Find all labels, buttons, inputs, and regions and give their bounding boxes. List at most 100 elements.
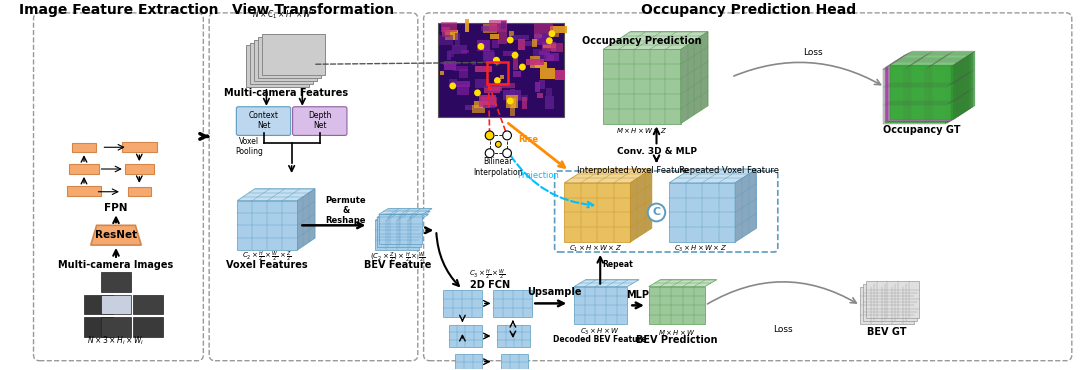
Text: Occupancy Prediction Head: Occupancy Prediction Head <box>642 3 856 17</box>
Polygon shape <box>889 53 973 66</box>
Polygon shape <box>649 280 717 287</box>
Bar <box>537 93 543 98</box>
Bar <box>545 96 554 109</box>
Text: Repeat: Repeat <box>603 260 633 269</box>
Bar <box>454 65 469 71</box>
Bar <box>534 34 542 38</box>
Bar <box>483 105 495 108</box>
Polygon shape <box>375 215 429 221</box>
Circle shape <box>485 149 494 158</box>
Text: $M\times H\times W$: $M\times H\times W$ <box>658 327 696 337</box>
Bar <box>446 51 450 60</box>
Polygon shape <box>379 209 432 215</box>
Circle shape <box>507 37 514 43</box>
Bar <box>649 287 705 324</box>
Bar <box>453 46 468 54</box>
Polygon shape <box>238 189 315 201</box>
Bar <box>532 48 546 60</box>
Bar <box>889 66 951 121</box>
Text: Loss: Loss <box>802 48 823 57</box>
Bar <box>526 59 544 65</box>
Bar <box>530 56 540 68</box>
Bar <box>249 43 313 84</box>
Bar <box>484 52 495 60</box>
Text: Context
Net: Context Net <box>248 111 279 130</box>
Polygon shape <box>603 32 707 50</box>
Bar <box>525 41 534 46</box>
Bar <box>492 40 499 48</box>
Bar <box>513 58 518 70</box>
Bar <box>535 23 553 33</box>
Bar <box>246 46 309 87</box>
Circle shape <box>474 89 481 96</box>
Bar <box>565 183 631 242</box>
Bar <box>478 95 496 107</box>
Polygon shape <box>377 212 430 218</box>
Text: MLP: MLP <box>626 290 649 300</box>
Bar <box>505 95 518 108</box>
Bar <box>603 50 680 124</box>
Bar <box>443 290 482 317</box>
Bar <box>449 50 455 57</box>
Bar <box>482 26 499 31</box>
Bar <box>134 295 163 314</box>
Bar <box>445 30 458 40</box>
Bar <box>459 70 469 78</box>
Bar <box>72 143 96 152</box>
Bar <box>453 81 470 87</box>
Text: Rise: Rise <box>518 135 539 144</box>
Bar <box>258 37 321 78</box>
Polygon shape <box>297 189 315 250</box>
Bar <box>555 70 565 80</box>
Circle shape <box>549 30 555 37</box>
Text: Image Feature Extraction: Image Feature Extraction <box>19 3 218 17</box>
Text: Permute
&
Reshape: Permute & Reshape <box>326 196 366 225</box>
Bar <box>544 54 554 61</box>
Polygon shape <box>565 169 651 183</box>
Bar <box>254 40 316 81</box>
Bar <box>464 19 469 32</box>
Bar <box>449 79 457 84</box>
Text: $C_3\times H\times W$: $C_3\times H\times W$ <box>580 327 620 337</box>
Bar <box>503 51 516 56</box>
Bar <box>261 34 325 75</box>
Text: FPN: FPN <box>105 202 127 212</box>
Bar <box>510 106 515 116</box>
Bar <box>535 82 540 92</box>
Circle shape <box>512 52 518 59</box>
Bar <box>543 44 556 48</box>
Bar <box>444 61 456 70</box>
Bar <box>890 65 954 120</box>
Bar <box>67 186 102 196</box>
Bar <box>531 39 537 47</box>
Bar <box>535 33 539 41</box>
Text: Bilinear
Interpolation: Bilinear Interpolation <box>474 157 523 177</box>
Bar <box>442 27 450 37</box>
Text: Repeated Voxel Feature: Repeated Voxel Feature <box>679 166 780 175</box>
Polygon shape <box>946 56 967 124</box>
Bar <box>861 287 914 324</box>
Circle shape <box>545 37 553 44</box>
FancyBboxPatch shape <box>293 107 347 135</box>
Bar <box>863 284 917 321</box>
Polygon shape <box>951 53 973 121</box>
Text: View Transformation: View Transformation <box>232 3 394 17</box>
Circle shape <box>449 83 456 90</box>
Bar <box>498 325 530 347</box>
Polygon shape <box>947 54 969 122</box>
Text: Projection: Projection <box>517 171 559 181</box>
Circle shape <box>477 43 484 50</box>
Text: Upsample: Upsample <box>527 286 582 296</box>
Bar <box>498 32 507 44</box>
Bar <box>483 24 497 33</box>
Bar <box>84 317 113 337</box>
Text: ResNet: ResNet <box>95 230 137 240</box>
Bar <box>551 43 563 52</box>
Bar <box>499 83 515 88</box>
Bar <box>535 63 546 68</box>
Bar <box>550 26 567 33</box>
Bar <box>543 53 559 61</box>
Bar <box>461 50 469 53</box>
Bar <box>476 40 490 51</box>
Bar <box>514 94 528 101</box>
